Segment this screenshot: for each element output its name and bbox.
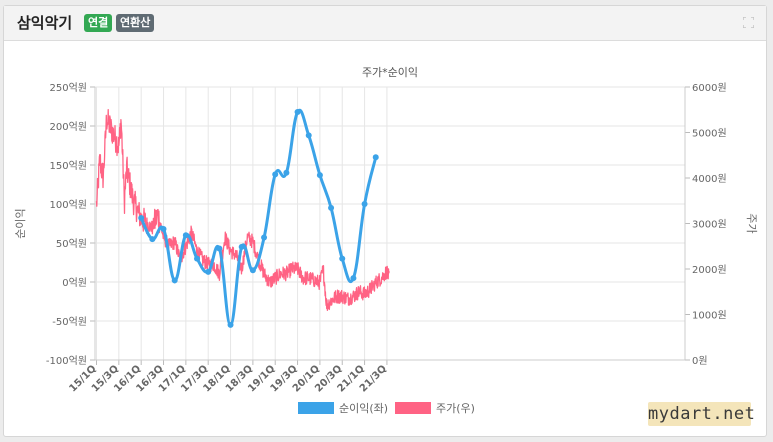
y-right-tick-label: 6000원 xyxy=(692,82,727,94)
profit-point xyxy=(249,267,256,274)
profit-point xyxy=(339,255,346,262)
profit-point xyxy=(205,268,212,275)
badge-consolidated[interactable]: 연결 xyxy=(84,14,113,32)
profit-point xyxy=(361,201,368,207)
profit-point xyxy=(194,255,201,262)
y-right-tick-label: 0원 xyxy=(692,355,708,367)
profit-point xyxy=(316,172,323,179)
profit-point xyxy=(160,225,167,232)
y-left-tick-label: 200억원 xyxy=(50,121,88,133)
badge-annualized[interactable]: 연환산 xyxy=(116,14,155,32)
profit-point xyxy=(294,108,301,115)
profit-point xyxy=(372,154,379,161)
profit-point xyxy=(350,275,357,282)
y-left-tick-label: 250억원 xyxy=(50,82,88,94)
y-right-axis-title: 주가 xyxy=(745,213,758,233)
watermark-text: mydart.net xyxy=(648,404,756,424)
legend-swatch-price xyxy=(395,402,431,414)
y-left-tick-label: 100억원 xyxy=(50,199,88,211)
y-left-axis-title: 순이익 xyxy=(14,208,27,238)
legend-label-price: 주가(우) xyxy=(436,402,475,415)
y-left-tick-label: 0억원 xyxy=(62,277,87,289)
profit-point xyxy=(149,236,156,243)
profit-point xyxy=(283,169,290,176)
profit-point xyxy=(305,132,312,139)
y-left-tick-label: 150억원 xyxy=(50,160,88,172)
y-right-tick-label: 2000원 xyxy=(692,264,727,276)
profit-point xyxy=(138,215,145,222)
y-right-tick-label: 5000원 xyxy=(692,128,727,140)
profit-point xyxy=(227,321,234,328)
y-right-tick-label: 4000원 xyxy=(692,173,727,185)
profit-point xyxy=(261,234,268,241)
profit-point xyxy=(216,245,223,252)
y-left-tick-label: -100억원 xyxy=(46,355,87,367)
y-right-tick-label: 3000원 xyxy=(692,219,727,231)
y-left-tick-label: -50억원 xyxy=(52,316,87,328)
y-left-tick-label: 50억원 xyxy=(56,238,87,250)
legend-label-profit: 순이익(좌) xyxy=(339,402,388,415)
legend-swatch-profit xyxy=(298,402,334,414)
price-series-line xyxy=(95,108,390,311)
company-name: 삼익악기 xyxy=(17,14,73,32)
profit-point xyxy=(171,277,178,284)
chart-title: 주가*순이익 xyxy=(362,66,418,79)
profit-point xyxy=(238,243,245,250)
profit-series-line xyxy=(139,108,378,327)
legend: 순이익(좌) 주가(우) xyxy=(298,402,475,415)
profit-point xyxy=(272,171,279,178)
profit-point xyxy=(328,204,335,211)
chart-card: 삼익악기 연결 연환산 xyxy=(3,5,767,437)
y-right-tick-label: 1000원 xyxy=(692,310,727,322)
watermark: mydart.net xyxy=(648,402,756,426)
profit-point xyxy=(182,232,189,239)
card-header: 삼익악기 연결 연환산 xyxy=(4,6,766,41)
